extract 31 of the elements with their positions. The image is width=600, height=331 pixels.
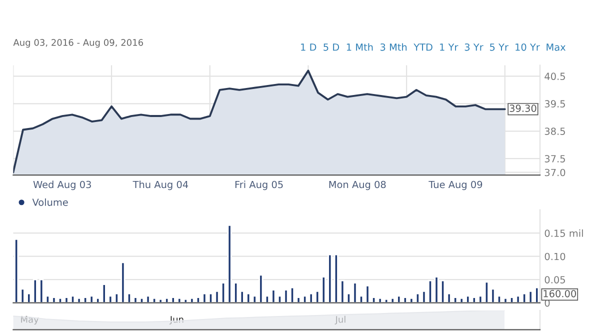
text: 1 Yr [440, 44, 458, 51]
text: 160.00 [544, 290, 576, 298]
text: 5 Yr [490, 44, 508, 51]
y-tick-label: 39.5 [544, 100, 565, 108]
chart-title: Aug 03, 2016 - Aug 09, 2016 [13, 39, 144, 48]
x-tick-label: Mon Aug 08 [329, 180, 386, 190]
x-tick-label: Fri Aug 05 [235, 180, 283, 190]
text: 1 Mth [346, 43, 373, 51]
legend-label: Volume [32, 198, 68, 206]
annotation: 39.30 [510, 104, 536, 112]
y-tick-label: 0.05 [544, 276, 565, 284]
text: 5 D [324, 44, 340, 51]
x-tick-label: Jul [334, 316, 346, 324]
text: Max [546, 44, 566, 51]
bar [428, 280, 433, 303]
text: 10 Yr [516, 43, 540, 51]
y-tick-label: 0.10 [544, 252, 566, 260]
y-tick-label: 0.15 mil [544, 229, 583, 237]
x-tick-label: Tue Aug 09 [428, 180, 482, 190]
bar [208, 292, 214, 303]
y-tick-label: 40.5 [544, 72, 565, 80]
y-tick-label: 37.0 [544, 168, 566, 176]
text: YTD [414, 44, 432, 51]
y-tick-label: 38.5 [544, 128, 565, 135]
text: 3 Mth [380, 43, 407, 51]
x-tick-label: Thu Aug 04 [132, 180, 188, 190]
bar [14, 238, 19, 303]
text: 3 Yr [464, 43, 484, 51]
text: 1 D [301, 44, 316, 51]
y-tick-label: 37.5 [544, 155, 565, 162]
x-tick-label: Wed Aug 03 [33, 180, 91, 190]
